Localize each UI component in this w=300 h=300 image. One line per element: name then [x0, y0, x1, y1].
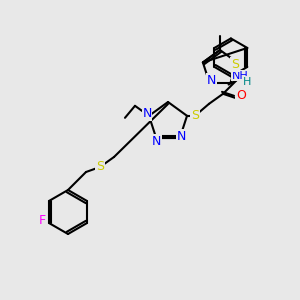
Text: NH: NH: [232, 71, 248, 81]
Text: S: S: [191, 109, 199, 122]
Text: S: S: [96, 160, 104, 173]
Text: N: N: [152, 135, 161, 148]
Text: N: N: [207, 74, 216, 87]
Text: O: O: [236, 89, 246, 102]
Text: H: H: [243, 77, 251, 87]
Text: S: S: [231, 58, 239, 71]
Text: N: N: [177, 130, 186, 143]
Text: N: N: [142, 107, 152, 120]
Text: F: F: [38, 214, 46, 227]
